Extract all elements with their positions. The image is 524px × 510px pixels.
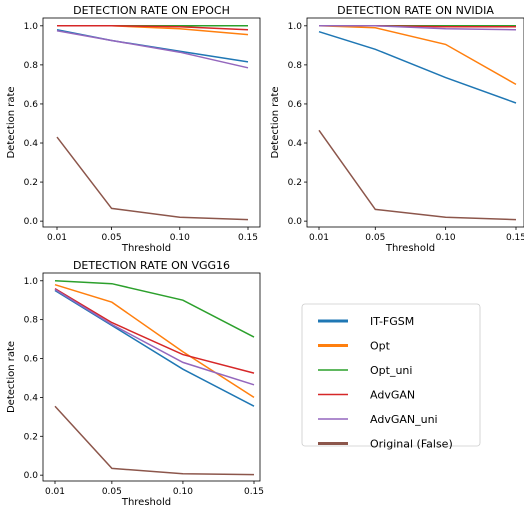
y-axis-label: Detection rate [270, 86, 281, 158]
legend-label-opt-uni: Opt_uni [370, 364, 412, 377]
series-line-opt [318, 25, 517, 86]
legend-label-opt: Opt [370, 340, 391, 353]
y-tick-label: 0.6 [24, 100, 39, 110]
y-axis-label: Detection rate [6, 86, 17, 158]
y-tick-label: 0.8 [288, 61, 303, 71]
y-tick-label: 0.6 [24, 355, 39, 365]
y-tick-label: 0.6 [288, 100, 303, 110]
series-line-original-false [56, 136, 249, 221]
y-tick-label: 0.2 [24, 432, 38, 442]
x-tick-label: 0.05 [102, 487, 122, 497]
y-tick-label: 1.0 [24, 22, 39, 32]
y-tick-label: 0.8 [24, 316, 39, 326]
x-axis-label: Threshold [121, 497, 171, 508]
chart-epoch: DETECTION RATE ON EPOCH 0.01 0.05 0.10 0.15 0… [6, 4, 261, 254]
y-axis-label: Detection rate [6, 341, 17, 413]
series-line-advgan [54, 287, 255, 374]
x-axis-label: Threshold [121, 243, 171, 254]
series-line-original-false [54, 405, 255, 476]
y-tick-label: 0.0 [24, 217, 39, 227]
y-tick-label: 0.0 [24, 471, 39, 481]
series-line-advgan-uni [56, 29, 249, 69]
series-line-advgan [57, 25, 249, 31]
series-line-original-false [318, 129, 517, 221]
x-tick-label: 0.15 [238, 233, 258, 243]
y-tick-label: 0.4 [24, 139, 39, 149]
chart-title: DETECTION RATE ON EPOCH [73, 4, 230, 17]
legend-label-advgan-uni: AdvGAN_uni [370, 413, 438, 426]
y-tick-label: 0.0 [288, 217, 303, 227]
y-tick-label: 0.4 [288, 139, 303, 149]
x-tick-label: 0.15 [244, 487, 264, 497]
x-tick-label: 0.10 [173, 487, 193, 497]
legend-label-it-fgsm: IT-FGSM [370, 315, 414, 328]
plot-frame [306, 17, 524, 228]
series-line-opt [54, 283, 255, 399]
x-tick-label: 0.01 [47, 233, 67, 243]
x-tick-label: 0.05 [365, 233, 385, 243]
series-line-it-fgsm [56, 28, 249, 63]
x-tick-label: 0.15 [506, 233, 524, 243]
y-tick-label: 1.0 [288, 22, 303, 32]
x-tick-label: 0.05 [102, 233, 122, 243]
chart-vgg16: DETECTION RATE ON VGG16 0.01 0.05 0.10 0.15 0… [6, 259, 264, 508]
y-tick-label: 0.2 [288, 178, 302, 188]
series-line-advgan-uni [54, 288, 255, 386]
x-tick-label: 0.01 [309, 233, 329, 243]
y-tick-label: 0.8 [24, 61, 39, 71]
y-tick-label: 0.4 [24, 393, 39, 403]
plot-frame [42, 17, 261, 228]
x-tick-label: 0.01 [45, 487, 65, 497]
legend-box [301, 303, 481, 447]
chart-title: DETECTION RATE ON VGG16 [73, 259, 230, 272]
chart-nvidia: DETECTION RATE ON NVIDIA 0.01 0.05 0.10 0.15… [270, 4, 524, 254]
legend: IT-FGSM Opt Opt_uni AdvGAN AdvGAN_uni Origina… [301, 303, 481, 451]
series-line-it-fgsm [318, 30, 517, 104]
legend-label-advgan: AdvGAN [370, 389, 415, 402]
plot-frame [42, 272, 261, 482]
series-line-advgan-uni [319, 25, 517, 31]
y-tick-label: 1.0 [24, 277, 39, 287]
x-tick-label: 0.10 [170, 233, 190, 243]
chart-title: DETECTION RATE ON NVIDIA [337, 4, 494, 17]
series-line-it-fgsm [54, 289, 255, 407]
x-axis-label: Threshold [385, 243, 435, 254]
series-line-opt-uni [54, 280, 255, 338]
y-tick-label: 0.2 [24, 178, 38, 188]
legend-label-original-false: Original (False) [370, 438, 453, 451]
x-tick-label: 0.10 [436, 233, 456, 243]
